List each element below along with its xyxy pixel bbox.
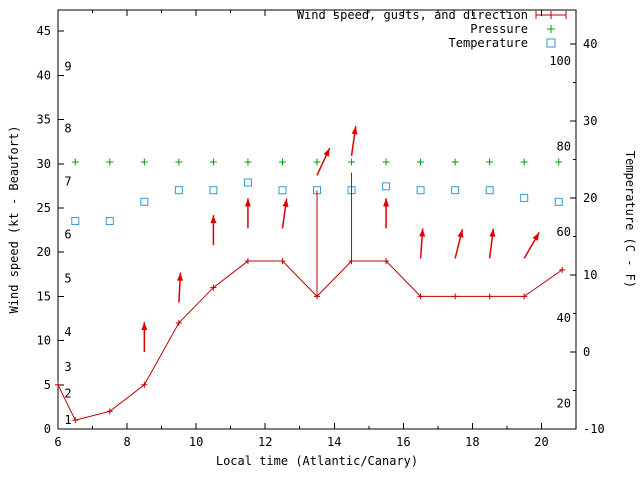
svg-text:9: 9 bbox=[64, 60, 71, 74]
svg-text:20: 20 bbox=[534, 435, 548, 449]
svg-text:8: 8 bbox=[123, 435, 130, 449]
svg-text:10: 10 bbox=[189, 435, 203, 449]
svg-text:7: 7 bbox=[64, 174, 71, 188]
svg-text:40: 40 bbox=[557, 311, 571, 325]
svg-text:Temperature: Temperature bbox=[449, 36, 528, 50]
svg-text:6: 6 bbox=[64, 228, 71, 242]
plot-border bbox=[57, 9, 577, 430]
legend-item-square: Temperature bbox=[449, 36, 556, 50]
axis-titles: Wind speed (kt - Beaufort) Temperature (C… bbox=[7, 126, 637, 468]
svg-text:10: 10 bbox=[583, 268, 597, 282]
beaufort-scale-labels: 1 2 3 4 5 6 7 8 9 bbox=[64, 60, 71, 428]
legend-item-plus: Pressure bbox=[470, 22, 555, 36]
svg-text:45: 45 bbox=[37, 24, 51, 38]
svg-text:40: 40 bbox=[583, 37, 597, 51]
svg-text:5: 5 bbox=[64, 272, 71, 286]
svg-text:3: 3 bbox=[64, 360, 71, 374]
svg-text:Wind speed, gusts, and directi: Wind speed, gusts, and direction bbox=[297, 8, 528, 22]
legend-item-wind-sample: Wind speed, gusts, and direction bbox=[297, 8, 567, 22]
svg-text:8: 8 bbox=[64, 121, 71, 135]
y-axis-right: -10 0 10 20 30 40 bbox=[570, 37, 605, 436]
wind-direction-arrows bbox=[141, 126, 540, 353]
svg-text:16: 16 bbox=[396, 435, 410, 449]
svg-text:20: 20 bbox=[37, 245, 51, 259]
svg-text:20: 20 bbox=[557, 397, 571, 411]
svg-text:80: 80 bbox=[557, 139, 571, 153]
legend: Wind speed, gusts, and directionPressure… bbox=[297, 8, 567, 50]
wind-speed-series bbox=[55, 258, 566, 424]
fahrenheit-scale-labels: 20 40 60 80 100 bbox=[549, 54, 571, 411]
y-axis-left-title: Wind speed (kt - Beaufort) bbox=[7, 126, 21, 314]
svg-text:0: 0 bbox=[583, 345, 590, 359]
svg-text:6: 6 bbox=[54, 435, 61, 449]
svg-text:4: 4 bbox=[64, 325, 71, 339]
svg-text:2: 2 bbox=[64, 387, 71, 401]
svg-text:-10: -10 bbox=[583, 422, 605, 436]
svg-text:100: 100 bbox=[549, 54, 571, 68]
svg-text:18: 18 bbox=[465, 435, 479, 449]
svg-text:15: 15 bbox=[37, 289, 51, 303]
svg-text:25: 25 bbox=[37, 201, 51, 215]
svg-text:20: 20 bbox=[583, 191, 597, 205]
svg-text:40: 40 bbox=[37, 68, 51, 82]
svg-text:30: 30 bbox=[37, 157, 51, 171]
svg-text:60: 60 bbox=[557, 225, 571, 239]
svg-text:0: 0 bbox=[44, 422, 51, 436]
svg-text:10: 10 bbox=[37, 334, 51, 348]
svg-text:14: 14 bbox=[327, 435, 341, 449]
svg-text:30: 30 bbox=[583, 114, 597, 128]
svg-text:12: 12 bbox=[258, 435, 272, 449]
svg-text:Pressure: Pressure bbox=[470, 22, 528, 36]
svg-text:1: 1 bbox=[64, 413, 71, 427]
svg-text:35: 35 bbox=[37, 113, 51, 127]
svg-text:5: 5 bbox=[44, 378, 51, 392]
x-axis: 6 8 10 12 14 16 18 20 bbox=[54, 10, 577, 449]
y-axis-right-title: Temperature (C - F) bbox=[623, 151, 637, 288]
y-axis-left: 0 5 10 15 20 25 30 35 40 45 bbox=[37, 24, 64, 436]
gust-bars bbox=[316, 172, 353, 297]
x-axis-title: Local time (Atlantic/Canary) bbox=[216, 454, 418, 468]
pressure-series bbox=[71, 158, 563, 166]
